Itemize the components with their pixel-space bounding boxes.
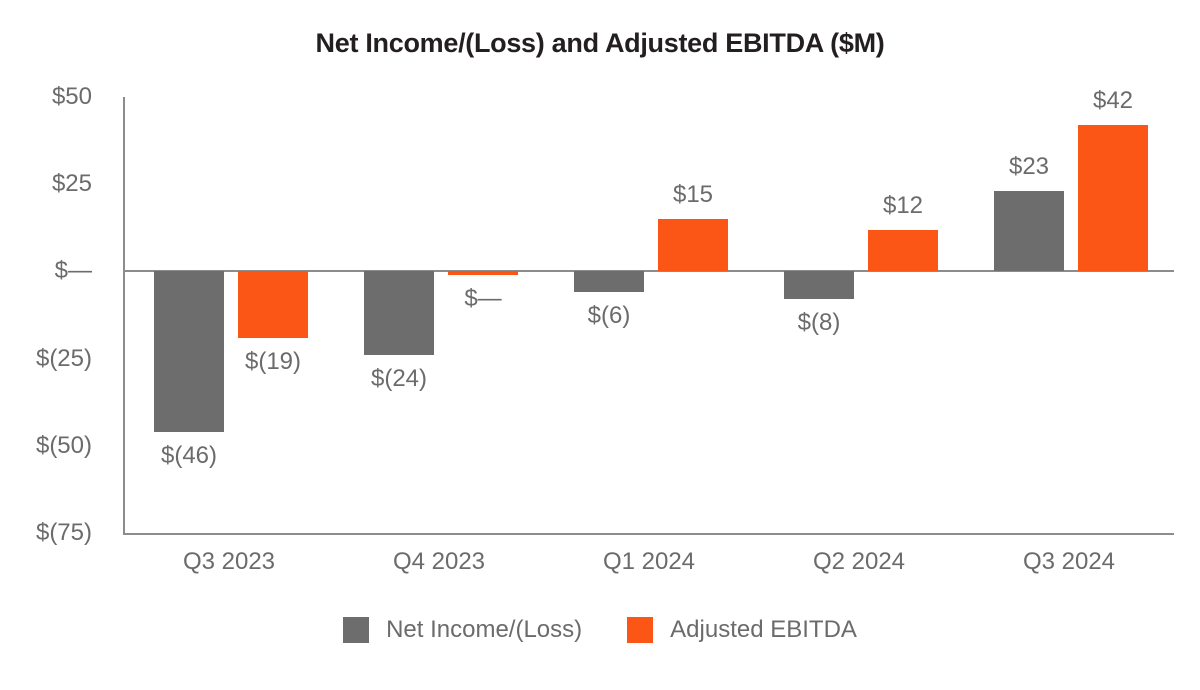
bar-net-income-loss-q1-2024 [574, 271, 644, 293]
bar-net-income-loss-q3-2024 [994, 191, 1064, 272]
bar-adjusted-ebitda-q2-2024 [868, 229, 938, 272]
bar-net-income-loss-q2-2024 [784, 271, 854, 300]
chart-title: Net Income/(Loss) and Adjusted EBITDA ($… [315, 28, 885, 58]
y-tick-label: $50 [51, 83, 92, 110]
bar-adjusted-ebitda-q3-2024 [1078, 124, 1148, 272]
bar-value-label: $42 [1092, 86, 1134, 114]
legend-label-adjusted-ebitda: Adjusted EBITDA [670, 616, 857, 643]
legend-label-net-income: Net Income/(Loss) [386, 616, 583, 643]
bar-adjusted-ebitda-q1-2024 [658, 219, 728, 272]
x-axis-label: Q2 2024 [812, 548, 906, 575]
x-axis-label: Q1 2024 [602, 548, 696, 575]
bar-net-income-loss-q4-2023 [364, 271, 434, 356]
y-tick-label: $(50) [35, 431, 92, 459]
x-axis-label: Q3 2023 [182, 548, 276, 575]
y-tick-label: $— [54, 257, 92, 285]
zero-baseline [125, 270, 1174, 273]
bar-adjusted-ebitda-q3-2023 [238, 271, 308, 338]
legend-swatch-net-income [343, 617, 370, 643]
bar-value-label: $(19) [244, 347, 302, 375]
legend: Net Income/(Loss) Adjusted EBITDA [0, 616, 1200, 644]
bar-value-label: $— [464, 285, 502, 313]
bar-adjusted-ebitda-q4-2023 [448, 271, 518, 276]
y-tick-label: $25 [51, 170, 92, 198]
legend-item-adjusted-ebitda: Adjusted EBITDA [627, 616, 857, 644]
y-tick-label: $(25) [35, 344, 92, 372]
bar-value-label: $(8) [797, 309, 841, 337]
legend-item-net-income: Net Income/(Loss) [343, 616, 582, 644]
bar-value-label: $23 [1008, 153, 1050, 181]
legend-swatch-adjusted-ebitda [627, 617, 654, 643]
y-tick-label: $(75) [35, 519, 92, 546]
plot-area: $(46) $(19) $(24) $— $(6) $15 $(8) $12 $23 $42 [123, 87, 1174, 535]
bar-value-label: $(24) [370, 365, 428, 393]
bar-value-label: $(46) [160, 441, 218, 469]
x-axis-label: Q4 2023 [392, 548, 486, 575]
x-axis-label: Q3 2024 [1022, 548, 1116, 575]
bar-value-label: $15 [672, 181, 714, 209]
bar-value-label: $(6) [587, 302, 631, 330]
bar-value-label: $12 [882, 191, 924, 219]
bar-net-income-loss-q3-2023 [154, 271, 224, 432]
